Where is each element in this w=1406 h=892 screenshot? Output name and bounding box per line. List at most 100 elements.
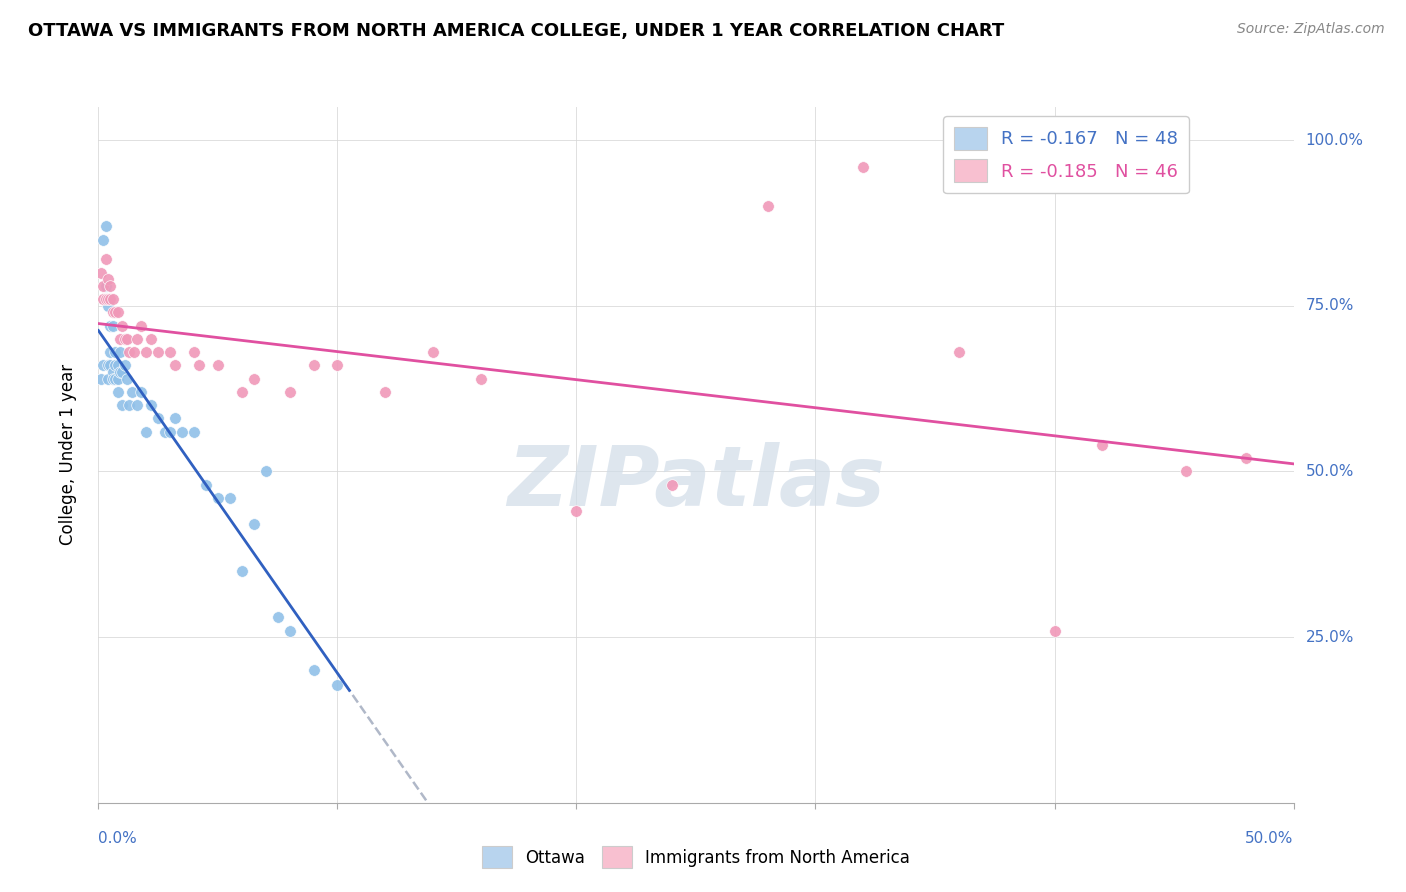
Point (98, 292, 122, 306)
Text: 75.0%: 75.0% (1305, 298, 1354, 313)
Point (108, 345, 131, 359)
Point (187, 359, 209, 373)
Point (302, 663, 325, 677)
Point (139, 332, 162, 346)
Point (326, 678, 349, 692)
Point (131, 384, 153, 399)
Text: 50.0%: 50.0% (1246, 830, 1294, 846)
Point (326, 359, 349, 373)
Point (155, 425, 177, 439)
Text: OTTAWA VS IMMIGRANTS FROM NORTH AMERICA COLLEGE, UNDER 1 YEAR CORRELATION CHART: OTTAWA VS IMMIGRANTS FROM NORTH AMERICA … (28, 22, 1004, 40)
Point (98, 345, 122, 359)
Point (374, 384, 396, 399)
Point (98, 279, 122, 293)
Point (107, 384, 129, 399)
Point (148, 411, 170, 425)
Point (101, 318, 124, 333)
Text: Source: ZipAtlas.com: Source: ZipAtlas.com (1237, 22, 1385, 37)
Point (302, 359, 325, 373)
Point (114, 332, 136, 346)
Point (422, 345, 444, 359)
Point (207, 359, 229, 373)
Point (756, 199, 779, 213)
Point (107, 359, 129, 373)
Point (231, 564, 253, 578)
Point (131, 318, 153, 333)
Point (661, 477, 683, 491)
Point (111, 398, 134, 412)
Point (94, 252, 117, 267)
Point (1175, 465, 1198, 479)
Point (121, 384, 143, 399)
Point (98, 318, 122, 333)
Point (101, 372, 124, 386)
Point (90, 266, 112, 280)
Point (148, 345, 170, 359)
Point (172, 425, 194, 439)
Point (91, 359, 114, 373)
Point (98, 359, 122, 373)
Point (118, 345, 141, 359)
Point (243, 517, 266, 532)
Point (194, 477, 217, 491)
Point (111, 318, 134, 333)
Point (183, 345, 205, 359)
Point (97, 272, 120, 286)
Point (470, 372, 492, 386)
Point (163, 359, 186, 373)
Point (163, 411, 186, 425)
Point (207, 491, 229, 505)
Point (159, 345, 181, 359)
Point (104, 359, 127, 373)
Point (94, 279, 117, 293)
Point (101, 305, 124, 319)
Point (97, 292, 120, 306)
Point (243, 372, 266, 386)
Point (1043, 624, 1066, 638)
Point (183, 425, 205, 439)
Point (852, 160, 875, 174)
Point (104, 345, 127, 359)
Point (159, 425, 181, 439)
Point (90, 372, 112, 386)
Point (1234, 451, 1257, 466)
Point (125, 332, 148, 346)
Point (278, 624, 301, 638)
Text: 25.0%: 25.0% (1305, 630, 1354, 645)
Point (1091, 438, 1114, 452)
Point (219, 491, 242, 505)
Text: 0.0%: 0.0% (98, 830, 138, 846)
Point (107, 372, 129, 386)
Point (104, 372, 127, 386)
Point (115, 332, 138, 346)
Point (108, 365, 131, 379)
Point (97, 299, 120, 313)
Point (107, 305, 129, 319)
Point (139, 398, 162, 412)
Point (135, 425, 157, 439)
Point (97, 359, 120, 373)
Point (125, 398, 148, 412)
Point (254, 465, 277, 479)
Point (267, 610, 290, 624)
Point (108, 332, 131, 346)
Point (118, 398, 141, 412)
Point (111, 365, 134, 379)
Point (124, 345, 146, 359)
Point (948, 345, 970, 359)
Point (278, 384, 301, 399)
Legend: Ottawa, Immigrants from North America: Ottawa, Immigrants from North America (475, 839, 917, 874)
Point (91, 279, 114, 293)
Point (101, 292, 124, 306)
Point (231, 384, 253, 399)
Point (91, 233, 114, 247)
Point (94, 292, 117, 306)
Point (135, 345, 157, 359)
Point (94, 219, 117, 234)
Point (565, 504, 588, 518)
Point (104, 305, 127, 319)
Point (97, 372, 120, 386)
Text: 100.0%: 100.0% (1305, 133, 1364, 148)
Point (91, 292, 114, 306)
Point (115, 372, 138, 386)
